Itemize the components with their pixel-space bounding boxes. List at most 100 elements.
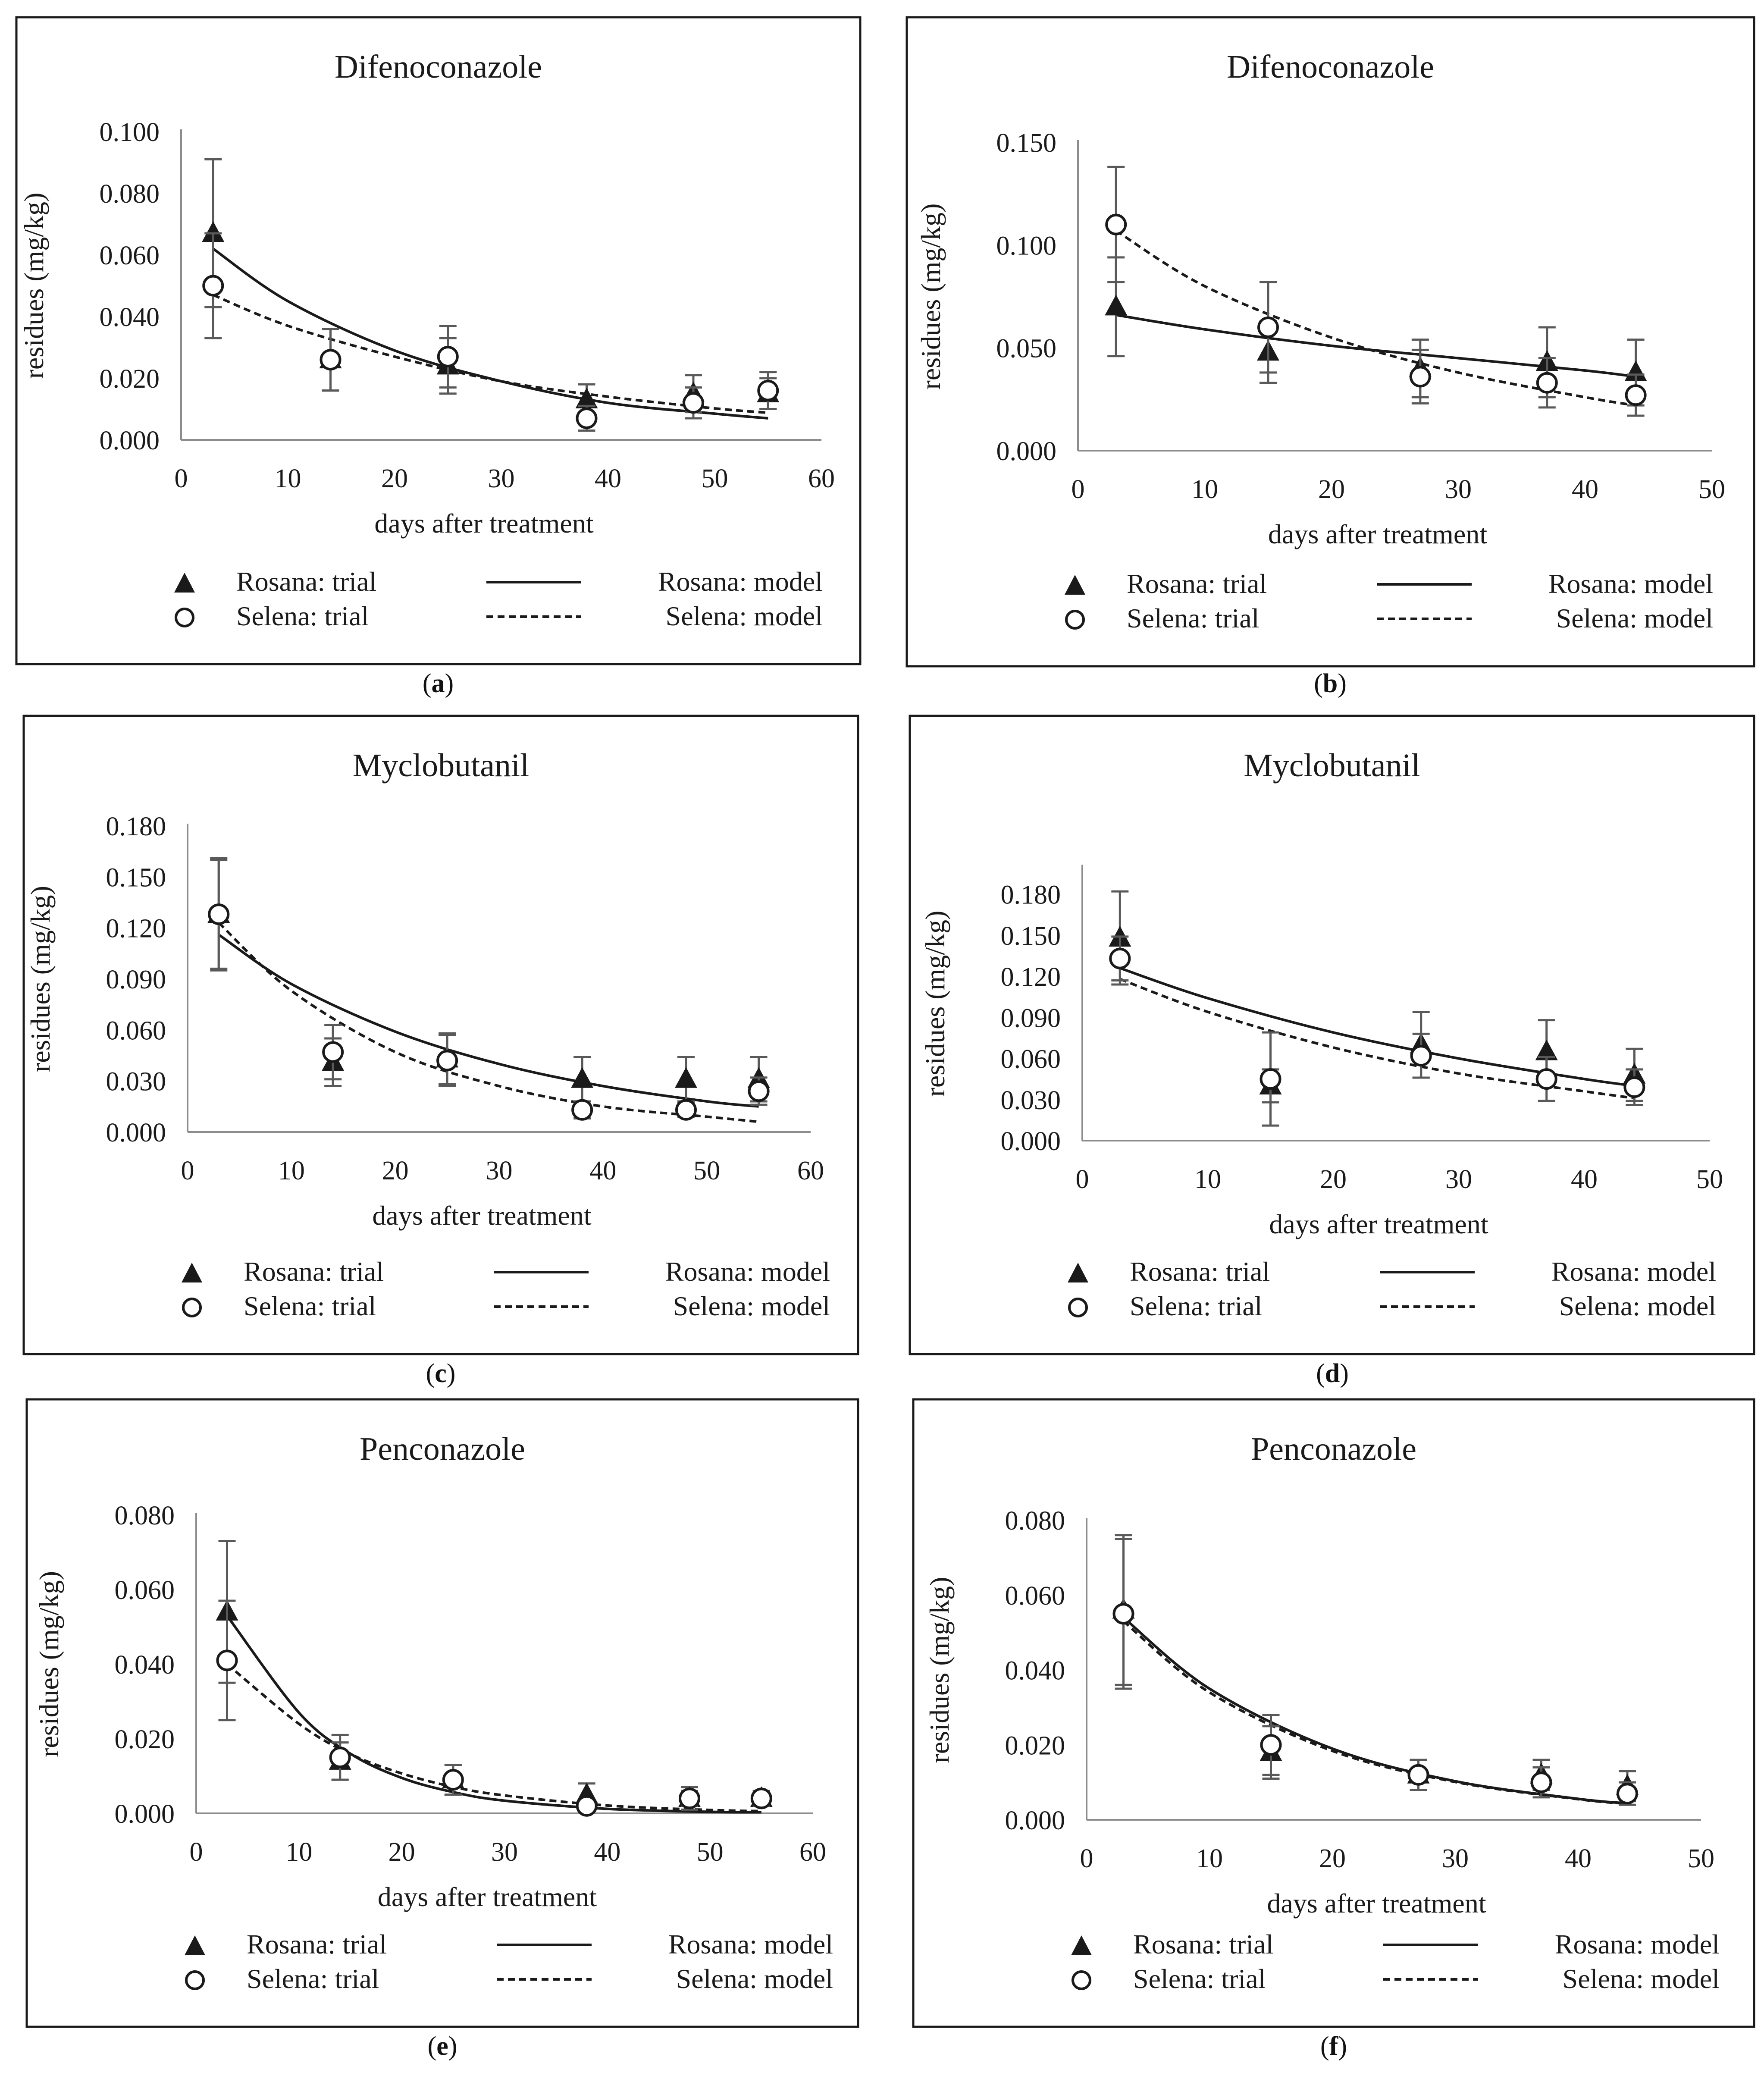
x-tick-label: 50 [1688, 1844, 1714, 1873]
panel-frame [15, 16, 862, 665]
selena-trial-point [1530, 1772, 1552, 1794]
legend-rosana-model: Rosana: model [665, 1256, 830, 1287]
y-tick-label: 0.030 [106, 1067, 166, 1097]
y-tick-label: 0.150 [996, 129, 1057, 158]
legend-selena-model: Selena: model [1556, 603, 1713, 633]
x-tick-label: 10 [1194, 1165, 1221, 1194]
x-tick-label: 0 [1080, 1844, 1093, 1873]
rosana-model-line [226, 1615, 761, 1814]
y-tick-label: 0.080 [115, 1501, 175, 1530]
selena-trial-point [1112, 1603, 1134, 1625]
legend-circle-marker [1065, 610, 1085, 630]
x-tick-label: 30 [1445, 1165, 1472, 1194]
chart-panel-a: Difenoconazole 0.000 0.020 0.040 0.060 0.080 0… [15, 16, 862, 665]
selena-trial-point [1260, 1734, 1282, 1756]
y-axis-label: residues (mg/kg) [25, 886, 56, 1072]
x-tick-label: 60 [797, 1156, 824, 1185]
x-tick-label: 10 [275, 464, 301, 493]
selena-trial-point [216, 1649, 238, 1671]
rosana-trial-point [202, 221, 225, 242]
x-axis-label: days after treatment [378, 1881, 597, 1912]
y-tick-label: 0.120 [1001, 963, 1061, 992]
legend-rosana-model: Rosana: model [1551, 1256, 1716, 1287]
panel-frame [912, 1398, 1755, 2028]
selena-trial-point [1625, 384, 1647, 406]
selena-trial-point [1536, 372, 1558, 394]
y-tick-label: 0.000 [100, 426, 160, 455]
chart-panel-f: Penconazole 0.000 0.020 0.040 0.060 0.080 0 10 2… [912, 1398, 1755, 2028]
selena-trial-point [1409, 366, 1431, 388]
rosana-trial-point [1535, 1039, 1558, 1060]
x-tick-label: 50 [702, 464, 728, 493]
caption-b: (b) [1314, 669, 1347, 698]
selena-trial-point [437, 345, 459, 367]
caption-d: (d) [1316, 1359, 1349, 1388]
x-tick-label: 30 [491, 1837, 518, 1867]
selena-model-line [226, 1663, 761, 1812]
legend-rosana-trial: Rosana: trial [247, 1929, 387, 1960]
y-axis-label: residues (mg/kg) [924, 1577, 955, 1763]
legend-rosana-trial: Rosana: trial [236, 566, 376, 597]
rosana-trial-point [575, 388, 598, 409]
x-axis-label: days after treatment [372, 1200, 591, 1231]
legend-triangle-marker [1068, 1263, 1088, 1282]
x-tick-label: 30 [1442, 1844, 1469, 1873]
x-tick-label: 50 [1698, 475, 1725, 504]
rosana-model-line [218, 933, 759, 1108]
x-tick-label: 20 [389, 1837, 415, 1867]
legend-rosana-model: Rosana: model [1548, 568, 1713, 599]
x-tick-label: 0 [175, 464, 188, 493]
selena-trial-point [1105, 213, 1127, 235]
selena-trial-point [750, 1787, 772, 1809]
y-tick-label: 0.150 [1001, 922, 1061, 951]
panel-frame [909, 715, 1755, 1355]
selena-model-line [1119, 978, 1635, 1100]
selena-trial-point [1260, 1068, 1281, 1090]
selena-trial-point [329, 1746, 351, 1768]
legend-rosana-trial: Rosana: trial [1133, 1929, 1273, 1960]
x-tick-label: 40 [594, 1837, 620, 1867]
x-tick-label: 50 [1696, 1165, 1723, 1194]
legend-triangle-marker [182, 1263, 202, 1282]
y-tick-label: 0.040 [1005, 1656, 1065, 1686]
chart-title: Myclobutanil [353, 747, 530, 784]
legend-circle-marker [185, 1970, 205, 1990]
selena-trial-point [679, 1787, 700, 1809]
selena-trial-point [748, 1080, 770, 1102]
selena-trial-point [1410, 1045, 1432, 1067]
y-axis-label: residues (mg/kg) [19, 193, 49, 379]
rosana-model-line [1115, 314, 1636, 378]
selena-trial-point [1623, 1076, 1645, 1098]
legend-circle-marker [1072, 1970, 1091, 1990]
x-tick-label: 40 [1571, 1165, 1598, 1194]
legend-selena-model: Selena: model [1563, 1963, 1720, 1994]
x-tick-label: 50 [693, 1156, 720, 1185]
y-tick-label: 0.100 [996, 231, 1057, 260]
selena-trial-point [202, 275, 224, 297]
legend-rosana-model: Rosana: model [668, 1929, 833, 1960]
x-tick-label: 10 [278, 1156, 305, 1185]
x-axis-label: days after treatment [1268, 519, 1487, 549]
x-axis-label: days after treatment [374, 508, 593, 539]
selena-trial-point [571, 1099, 593, 1121]
x-tick-label: 60 [808, 464, 835, 493]
y-tick-label: 0.060 [1001, 1045, 1061, 1074]
x-tick-label: 60 [799, 1837, 826, 1867]
selena-trial-point [1257, 317, 1279, 338]
y-tick-label: 0.100 [100, 118, 160, 147]
x-tick-label: 10 [285, 1837, 312, 1867]
x-tick-label: 20 [1318, 475, 1345, 504]
y-tick-label: 0.060 [106, 1016, 166, 1045]
legend-triangle-marker [185, 1935, 205, 1955]
legend-triangle-marker [1065, 575, 1085, 595]
legend-rosana-trial: Rosana: trial [244, 1256, 384, 1287]
panel-frame [22, 715, 859, 1355]
legend-rosana-trial: Rosana: trial [1127, 568, 1267, 599]
y-tick-label: 0.050 [996, 334, 1057, 364]
y-tick-label: 0.020 [1005, 1731, 1065, 1760]
selena-trial-point [675, 1099, 697, 1121]
selena-trial-point [1617, 1783, 1638, 1805]
y-tick-label: 0.060 [100, 241, 160, 270]
x-tick-label: 0 [181, 1156, 194, 1185]
selena-trial-point [757, 379, 779, 401]
